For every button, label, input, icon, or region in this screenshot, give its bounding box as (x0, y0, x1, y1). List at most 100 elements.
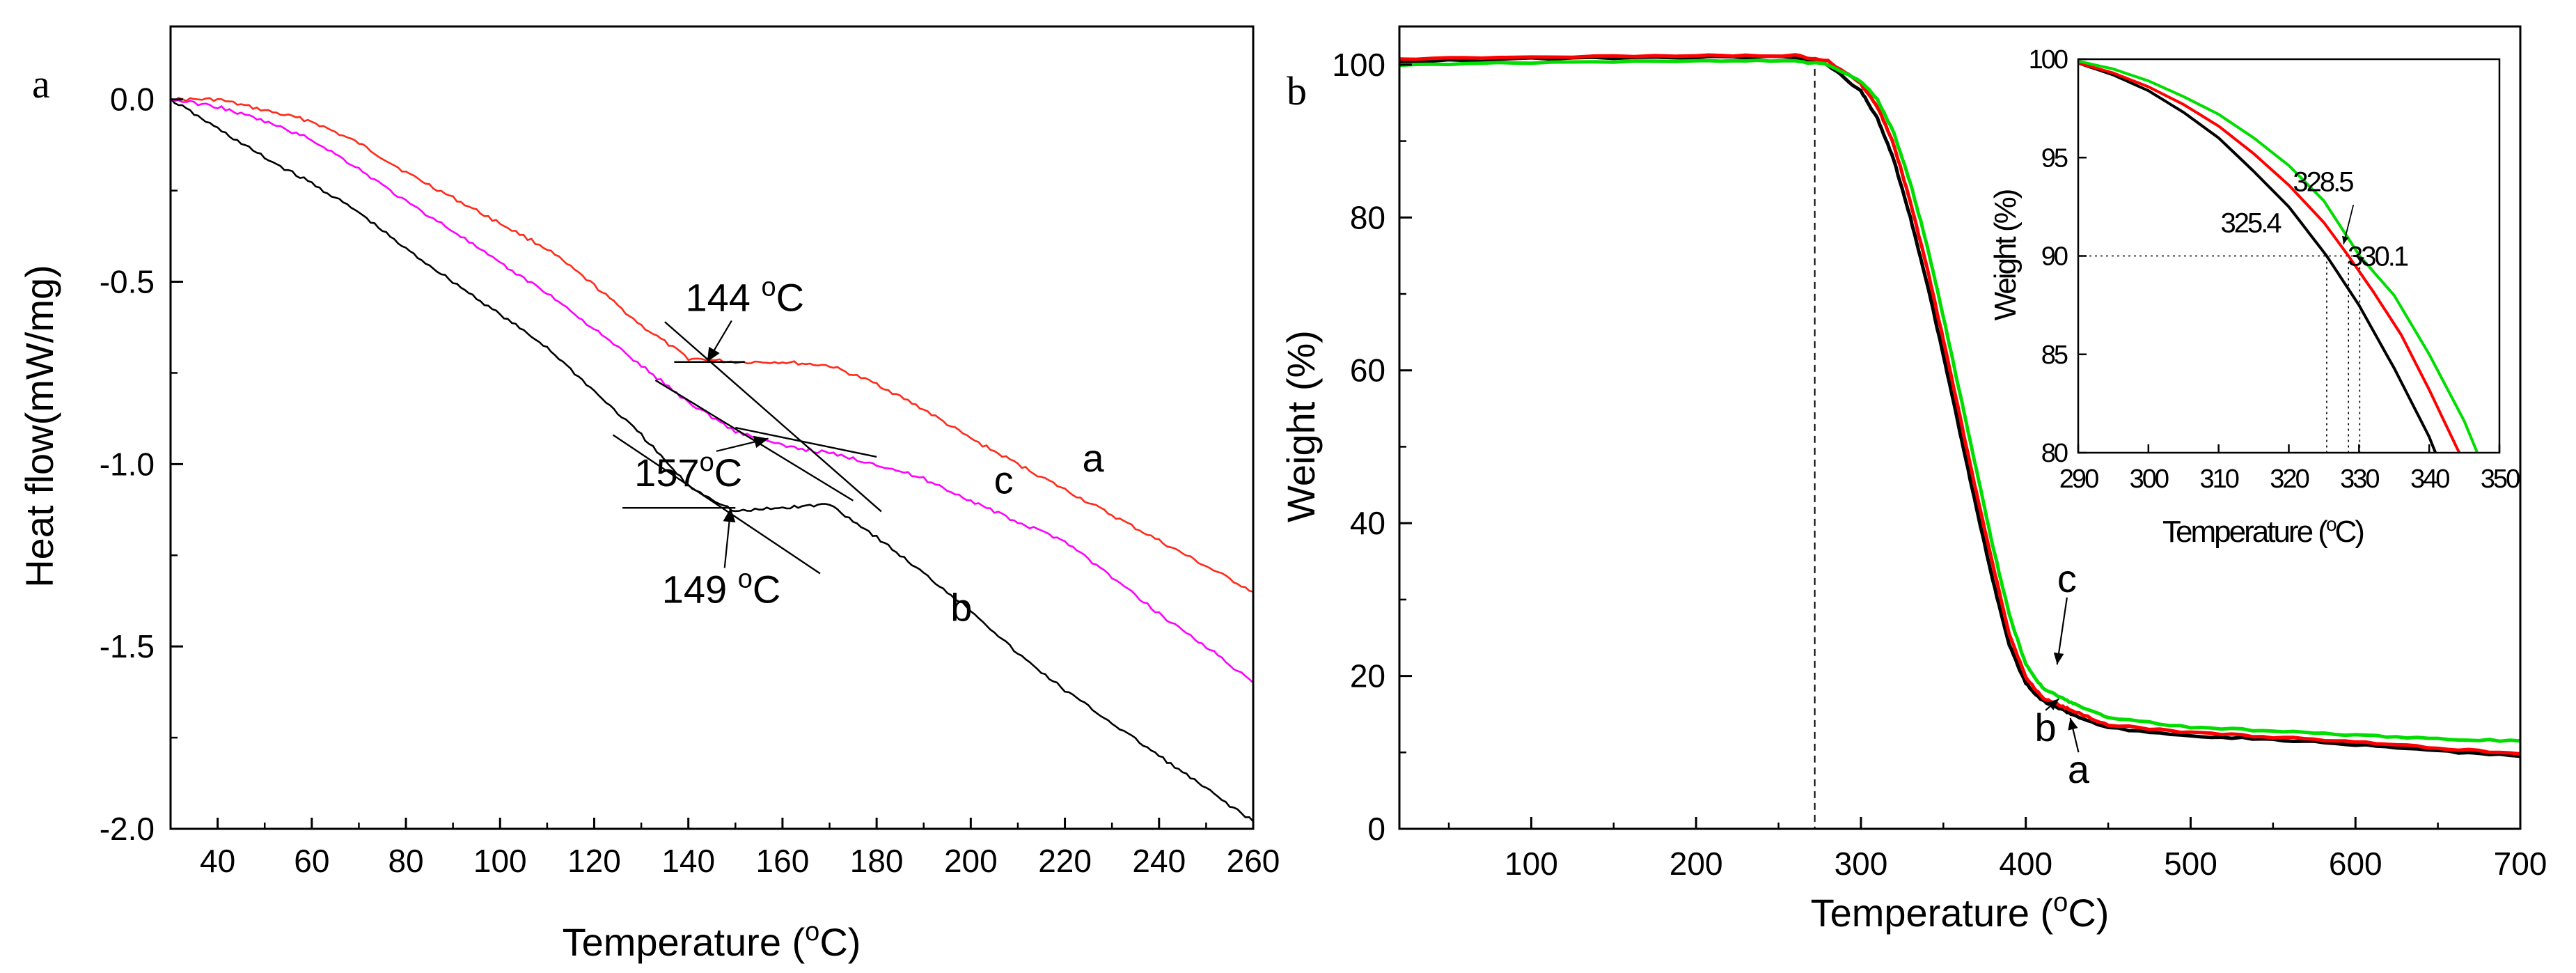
dsc-transition-label: 144 oC (686, 272, 805, 319)
tga-x-tick-label: 200 (1670, 846, 1723, 882)
dsc-x-tick-label: 200 (944, 843, 998, 879)
dsc-x-tick-label: 180 (850, 843, 904, 879)
dsc-x-tick-label: 260 (1227, 843, 1280, 879)
inset-onset-label: 328.5 (2293, 166, 2353, 197)
panel-a-label: a (32, 61, 50, 107)
inset-y-tick-label: 95 (2041, 143, 2068, 173)
dsc-tangent-line (664, 321, 882, 513)
inset-series-c (2078, 59, 2479, 453)
tga-series-c (1399, 58, 2521, 743)
tga-y-tick-label: 0 (1367, 811, 1385, 847)
inset-x-tick-label: 330 (2340, 465, 2379, 494)
dsc-transition-arrowhead (753, 435, 769, 449)
dsc-tangent-line (612, 434, 821, 575)
dsc-y-tick-label: -1.0 (100, 446, 155, 482)
dsc-transition-arrowhead (723, 508, 736, 523)
tga-y-tick-label: 20 (1350, 658, 1385, 694)
dsc-curve-label-c: c (994, 458, 1014, 501)
inset-x-tick-label: 350 (2481, 465, 2520, 494)
inset-y-tick-label: 85 (2041, 341, 2068, 370)
inset-y-axis-label: Weight (%) (1988, 190, 2023, 320)
tga-y-tick-label: 100 (1332, 47, 1385, 83)
dsc-axes-frame (169, 25, 1255, 830)
inset-x-tick-label: 300 (2130, 465, 2169, 494)
tga-curve-label-c: c (2057, 556, 2077, 600)
dsc-y-tick-label: 0.0 (110, 81, 155, 118)
dsc-annotations: 144 oC 157oC 149 oC a c b (634, 272, 1104, 629)
inset-x-tick-label: 290 (2059, 465, 2098, 494)
dsc-x-tick-label: 60 (294, 843, 329, 879)
tga-x-tick-label: 600 (2329, 846, 2382, 882)
dsc-series-a (170, 97, 1254, 593)
inset-x-axis-label: Temperature (oC) (2162, 513, 2363, 549)
dsc-plot-area (169, 97, 1254, 823)
tga-inset: 290 300 310 320 330 340 350 80 85 90 95 100 Temper… (1988, 45, 2522, 549)
dsc-transition-label: 149 oC (662, 564, 781, 611)
inset-onset-arrowhead (2342, 235, 2349, 244)
tga-y-ticks: 0 20 40 60 80 100 (1332, 47, 1412, 847)
dsc-y-tick-label: -0.5 (100, 264, 155, 300)
inset-x-tick-label: 310 (2199, 465, 2238, 494)
dsc-x-tick-label: 140 (661, 843, 715, 879)
inset-series-b (2078, 61, 2461, 453)
dsc-x-tick-label: 100 (473, 843, 527, 879)
tga-annotations: c ba (2035, 556, 2090, 791)
dsc-chart: a 40 60 80 100 120 140 160 180 200 220 240 260 0.0 -… (17, 25, 1280, 964)
tga-x-axis-label: Temperature (oC) (1811, 888, 2110, 935)
dsc-x-tick-label: 240 (1132, 843, 1186, 879)
dsc-x-axis-label: Temperature (oC) (563, 917, 861, 964)
inset-y-tick-label: 80 (2041, 439, 2068, 468)
dsc-curve-label-a: a (1083, 436, 1105, 480)
dsc-tangent-line (654, 379, 854, 501)
tga-y-tick-label: 80 (1350, 199, 1385, 235)
dsc-y-tick-label: -2.0 (100, 811, 155, 847)
tga-plot-area (1399, 53, 2521, 829)
dsc-x-ticks: 40 60 80 100 120 140 160 180 200 220 240 260 (169, 818, 1280, 879)
inset-y-tick-label: 90 (2041, 242, 2068, 272)
tga-x-tick-label: 500 (2164, 846, 2217, 882)
tga-curve-label-b: b (2035, 706, 2057, 749)
tga-x-tick-label: 300 (1835, 846, 1888, 882)
tga-series-b (1399, 53, 2521, 756)
inset-y-ticks: 80 85 90 95 100 (2029, 45, 2087, 468)
tga-curve-arrowhead (2046, 699, 2059, 710)
inset-clip (2078, 59, 2479, 453)
inset-x-tick-label: 340 (2410, 465, 2449, 494)
inset-onset-arrowhead (2356, 256, 2365, 263)
inset-series-a (2078, 61, 2437, 453)
dsc-x-tick-label: 40 (200, 843, 235, 879)
dsc-x-tick-label: 220 (1038, 843, 1092, 879)
panel-b-label: b (1287, 68, 1307, 114)
tga-x-tick-label: 400 (1999, 846, 2052, 882)
tga-x-ticks: 100 200 300 400 500 600 700 (1447, 817, 2547, 882)
dsc-y-axis-label: Heat flow(mW/mg) (17, 265, 61, 588)
tga-curve-arrowhead (2068, 717, 2078, 731)
inset-onset-label: 325.4 (2220, 208, 2282, 239)
dsc-x-tick-label: 160 (756, 843, 810, 879)
tga-curve-label-a: a (2068, 747, 2090, 791)
dsc-series-b (169, 98, 1254, 823)
tga-chart: b 100 200 300 400 500 600 700 0 20 40 60 80 100 Tem… (1279, 25, 2547, 935)
inset-y-tick-label: 100 (2029, 45, 2068, 75)
inset-x-tick-label: 320 (2270, 465, 2309, 494)
dsc-y-ticks: 0.0 -0.5 -1.0 -1.5 -2.0 (100, 81, 183, 847)
tga-y-tick-label: 60 (1350, 352, 1385, 389)
dsc-x-tick-label: 80 (388, 843, 423, 879)
tga-y-axis-label: Weight (%) (1279, 330, 1323, 522)
tga-axes-frame (1398, 25, 2522, 830)
tga-curve-arrowhead (2053, 652, 2064, 665)
inset-plot-area (2078, 59, 2479, 453)
dsc-tangent-line (735, 426, 877, 458)
dsc-series-c (170, 98, 1254, 684)
dsc-y-tick-label: -1.5 (100, 628, 155, 664)
dsc-transition-arrowhead (707, 346, 720, 362)
tga-y-tick-label: 40 (1350, 505, 1385, 541)
dsc-transition-label: 157oC (634, 448, 742, 495)
tga-x-tick-label: 700 (2494, 846, 2547, 882)
tga-x-tick-label: 100 (1505, 846, 1558, 882)
dsc-curve-label-b: b (950, 586, 972, 630)
inset-x-ticks: 290 300 310 320 330 340 350 (2059, 444, 2522, 494)
dsc-x-tick-label: 120 (567, 843, 621, 879)
